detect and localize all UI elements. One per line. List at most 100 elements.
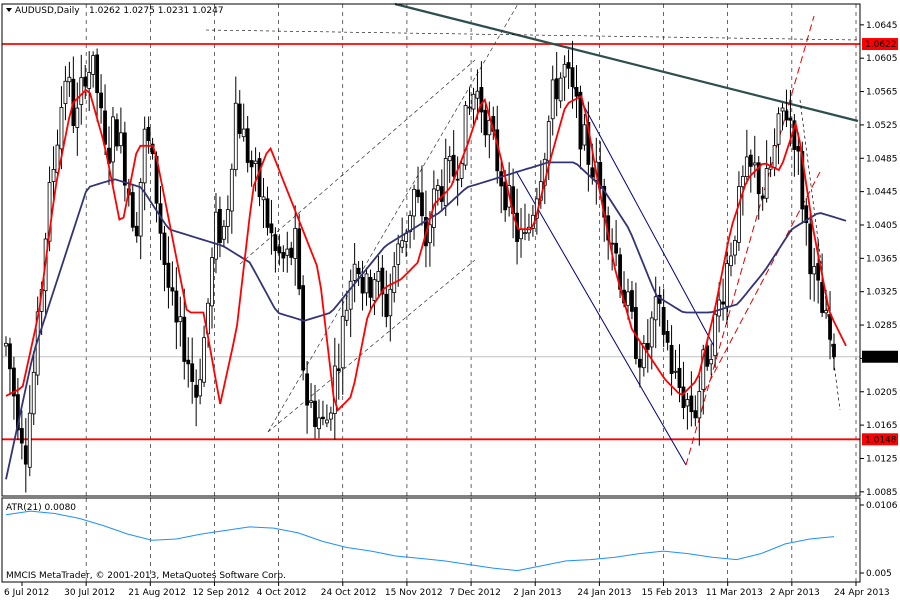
level-price-tag <box>862 433 898 446</box>
dropdown-triangle-icon[interactable] <box>6 8 12 12</box>
candle-body <box>641 343 646 369</box>
price-tick-label: 1.0445 <box>866 188 898 198</box>
candle-body <box>245 128 250 163</box>
price-tick-label: 1.0405 <box>866 221 898 231</box>
candle-body <box>725 263 729 307</box>
time-tick-label: 4 Oct 2012 <box>257 588 307 598</box>
candle-body <box>614 242 619 254</box>
candle-body <box>649 317 654 348</box>
drawn-trendlines[interactable] <box>205 2 859 466</box>
candle-body <box>324 419 329 424</box>
candle-body <box>748 154 753 167</box>
candle-body <box>376 270 381 282</box>
candle-body <box>202 337 206 383</box>
candle-body <box>471 93 476 110</box>
candle-body <box>792 120 797 150</box>
candle-body <box>645 342 650 350</box>
level-price-label: 1.0622 <box>865 40 897 50</box>
candle-body <box>47 182 52 242</box>
candle-body <box>463 105 468 166</box>
candle-body <box>392 266 397 293</box>
candle-body <box>384 293 389 318</box>
candle-body <box>562 63 567 78</box>
price-tick-label: 1.0525 <box>866 121 898 131</box>
candle-body <box>598 161 603 189</box>
candle-body <box>321 416 325 420</box>
candle-body <box>729 255 733 267</box>
candle-body <box>752 162 757 166</box>
candle-body <box>824 310 828 314</box>
symbol-label: AUDUSD,Daily <box>15 6 80 16</box>
candle-body <box>630 290 634 312</box>
candle-body <box>130 192 135 228</box>
candle-body <box>558 77 563 102</box>
candle-body <box>261 196 266 201</box>
candle-body <box>812 266 817 275</box>
candle-body <box>428 224 432 244</box>
candle-body <box>344 309 349 321</box>
candle-body <box>146 126 151 141</box>
candle-body <box>713 313 718 357</box>
candle-body <box>467 106 472 109</box>
candle-body <box>582 124 587 146</box>
candle-body <box>744 156 749 178</box>
moving-averages <box>5 88 847 480</box>
candle-body <box>475 90 480 99</box>
candle-body <box>733 240 737 256</box>
candle-body <box>83 76 88 87</box>
candle-body <box>277 246 282 254</box>
time-axis[interactable]: 6 Jul 2012 30 Jul 2012 21 Aug 2012 12 Sep 2… <box>4 582 890 598</box>
price-tick-label: 1.0605 <box>866 54 898 64</box>
candle-body <box>241 128 246 138</box>
candle-body <box>590 167 595 178</box>
time-tick-label: 30 Jul 2012 <box>64 588 115 598</box>
time-tick-label: 21 Aug 2012 <box>128 588 186 598</box>
candle-body <box>804 205 809 224</box>
candle-body <box>455 178 460 181</box>
candle-body <box>214 211 218 260</box>
candle-body <box>701 349 706 390</box>
candle-body <box>368 277 373 298</box>
candle-body <box>221 225 226 240</box>
candle-body <box>519 228 523 240</box>
candle-body <box>404 233 409 242</box>
level-price-tag <box>862 38 898 51</box>
time-tick-label: 15 Feb 2013 <box>642 588 698 598</box>
price-tick-label: 1.0325 <box>866 288 898 298</box>
candle-body <box>99 92 103 109</box>
candle-body <box>443 158 448 206</box>
candle-body <box>63 80 68 105</box>
candle-body <box>685 399 690 407</box>
ma-slow-line <box>5 161 847 480</box>
candle-body <box>225 209 230 227</box>
candle-body <box>420 192 424 217</box>
candle-body <box>661 306 666 335</box>
candle-body <box>273 234 278 252</box>
candle-body <box>689 395 694 413</box>
candle-body <box>586 122 591 165</box>
candle-body <box>760 195 765 199</box>
candle-body <box>309 400 313 403</box>
dotted-resistance-line <box>205 29 859 41</box>
candle-body <box>352 263 357 281</box>
chart-frame <box>1 3 861 583</box>
candle-body <box>194 384 199 398</box>
candle-body <box>677 367 682 388</box>
candle-body <box>182 316 187 362</box>
candle-body <box>653 296 658 321</box>
price-axis[interactable]: 1.0645 1.0605 1.0565 1.0525 1.0485 1.0445 1.04… <box>860 21 898 498</box>
chart-header: AUDUSD,Daily 1.0262 1.0275 1.0231 1.0247 <box>6 6 224 16</box>
level-price-label: 1.0148 <box>865 435 897 445</box>
candle-body <box>91 55 96 75</box>
price-tick-label: 1.0165 <box>866 421 898 431</box>
candle-body <box>523 232 527 235</box>
atr-panel[interactable]: 0.0106 0.005 <box>5 501 898 579</box>
down-channel-line-2 <box>571 83 717 351</box>
atr-panel-border <box>1 497 861 583</box>
atr-line <box>5 510 835 572</box>
candle-body <box>364 273 369 294</box>
horizontal-levels[interactable]: 1.0622 1.0148 1.0247 <box>2 38 898 446</box>
candle-body <box>681 386 686 409</box>
candle-body <box>12 367 16 397</box>
